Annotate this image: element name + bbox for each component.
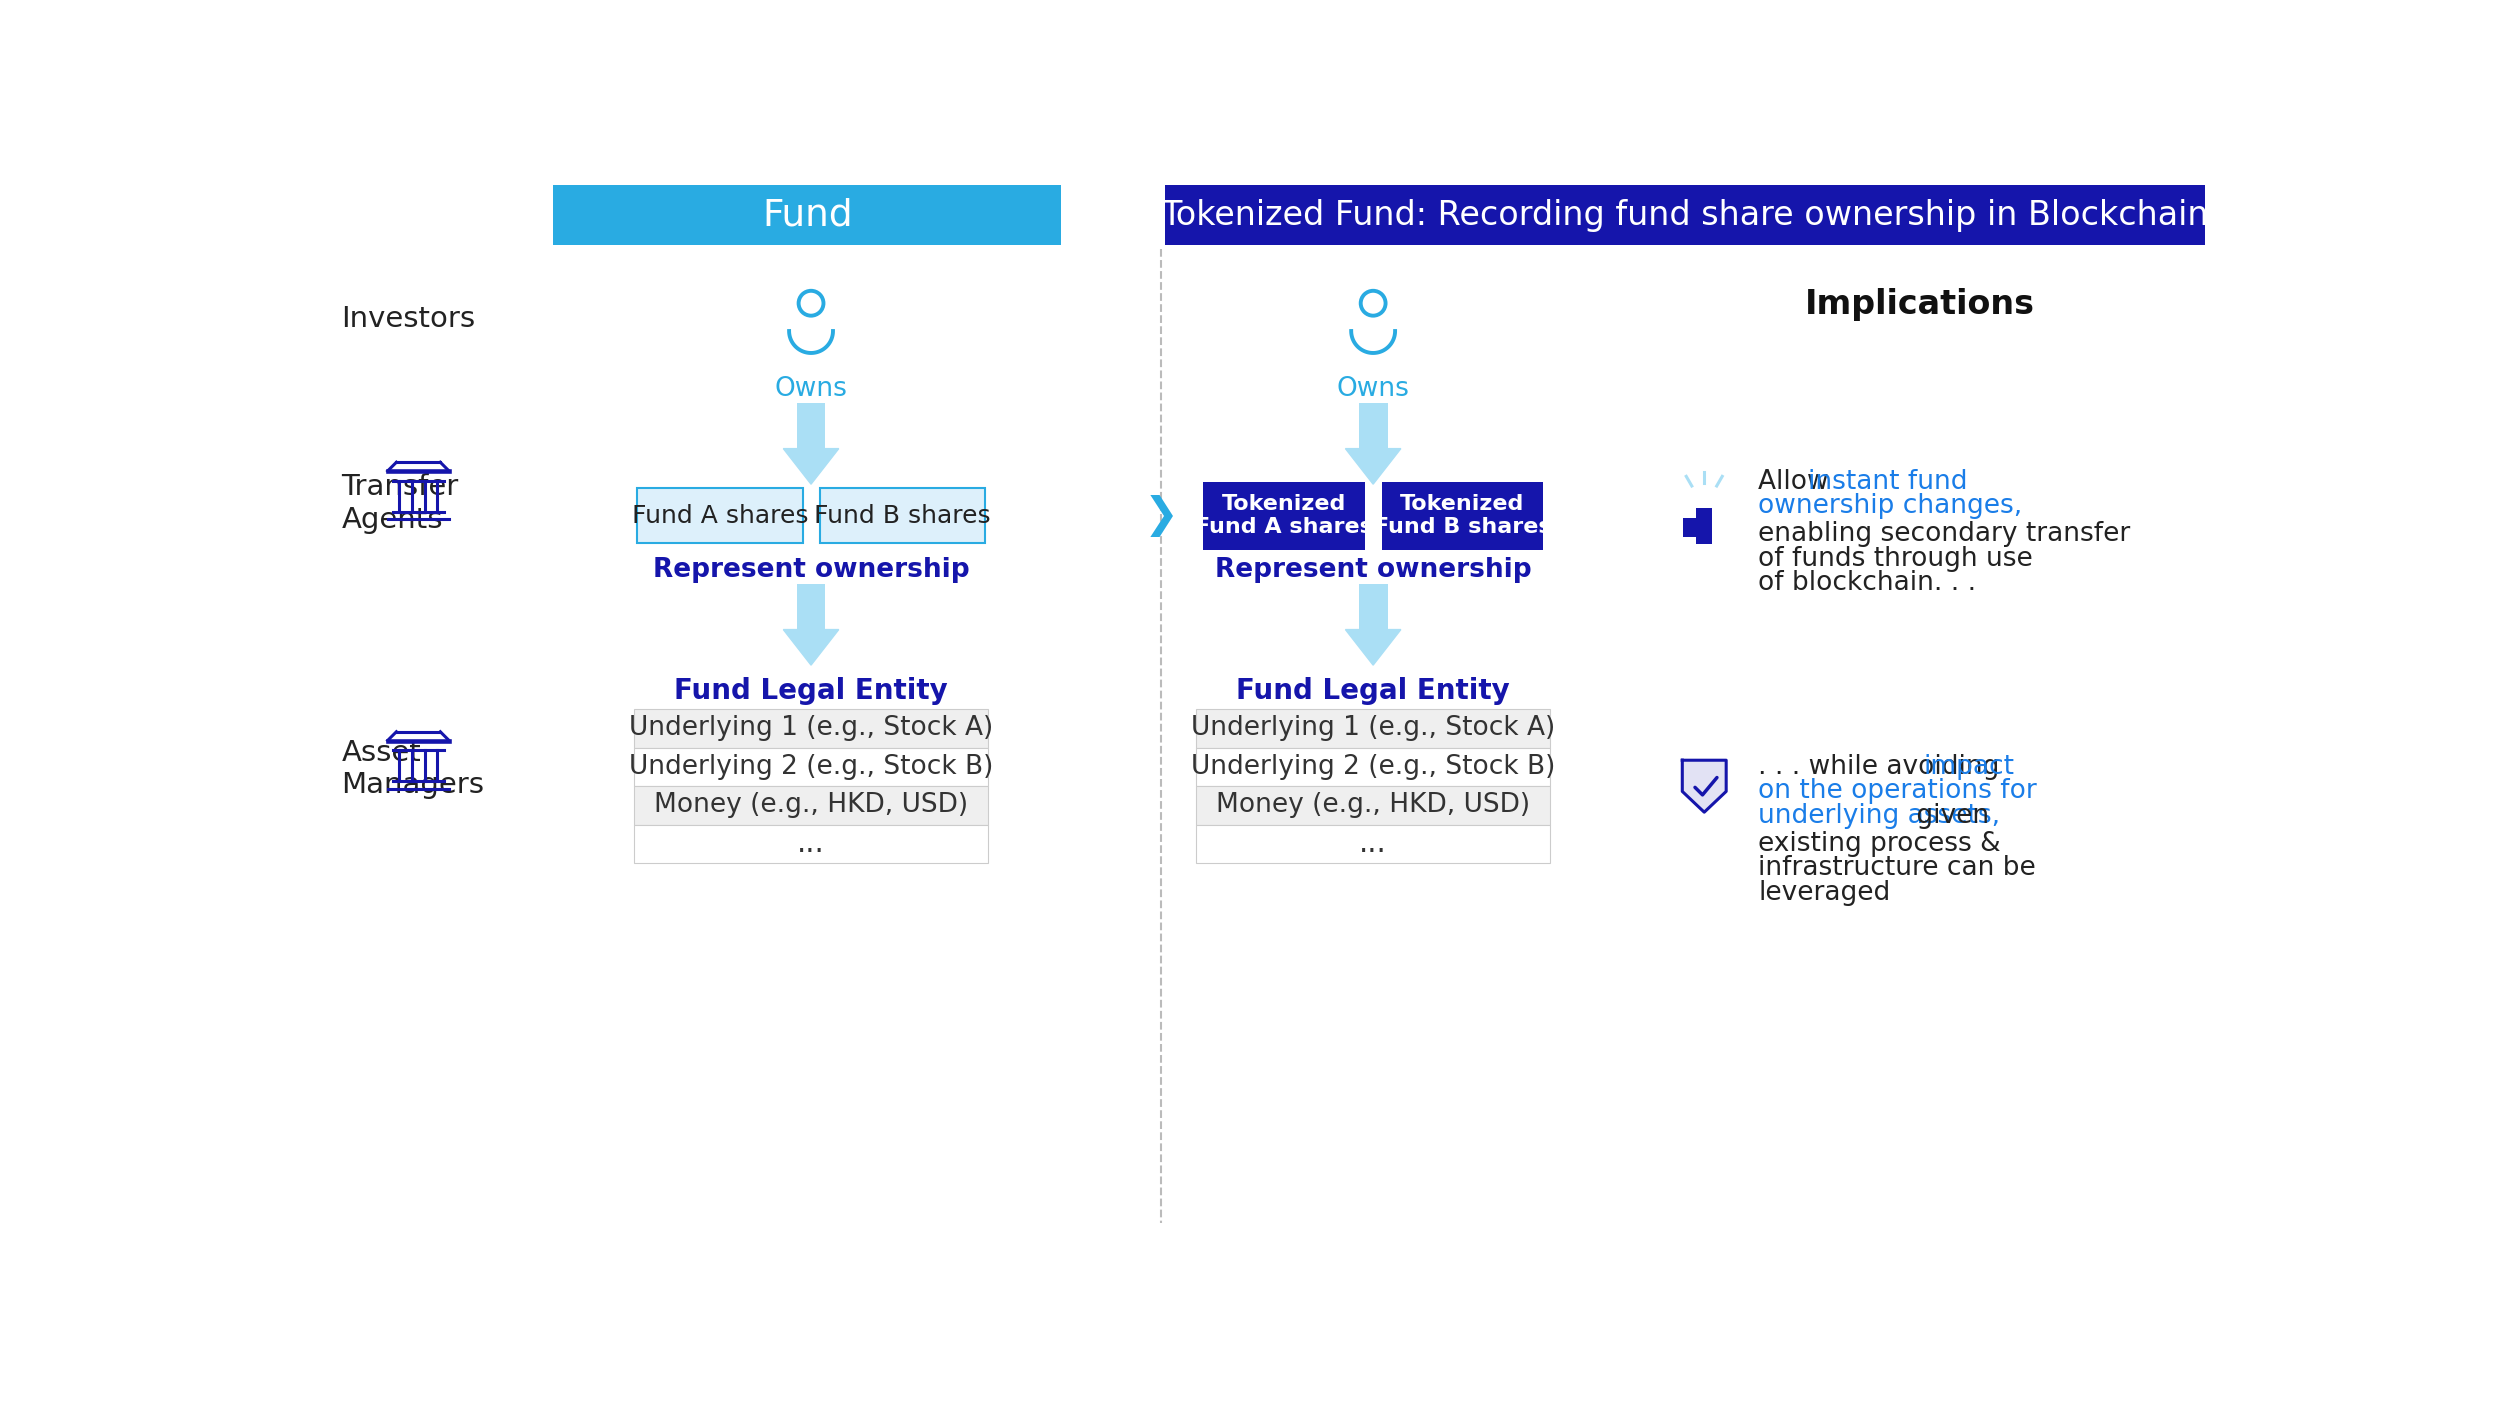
Bar — [1682, 518, 1712, 536]
Text: Represent ownership: Represent ownership — [654, 557, 968, 583]
Bar — [1203, 482, 1365, 549]
Polygon shape — [784, 449, 839, 484]
Bar — [1196, 709, 1550, 747]
Text: Underlying 1 (e.g., Stock A): Underlying 1 (e.g., Stock A) — [629, 715, 993, 741]
Text: ownership changes,: ownership changes, — [1757, 493, 2022, 519]
Text: Owns: Owns — [1338, 376, 1410, 403]
Text: Allow: Allow — [1757, 469, 1837, 494]
Bar — [819, 489, 986, 543]
Bar — [634, 786, 988, 824]
Bar — [1196, 747, 1550, 786]
Text: Owns: Owns — [774, 376, 849, 403]
Text: leveraged: leveraged — [1757, 880, 1889, 906]
Polygon shape — [1345, 629, 1400, 665]
Text: Underlying 1 (e.g., Stock A): Underlying 1 (e.g., Stock A) — [1191, 715, 1555, 741]
Bar — [634, 709, 988, 747]
Text: enabling secondary transfer: enabling secondary transfer — [1757, 521, 2132, 548]
Bar — [1166, 185, 2204, 246]
Bar — [1358, 584, 1388, 629]
Bar — [1383, 482, 1543, 549]
Bar — [634, 747, 988, 786]
Polygon shape — [1345, 449, 1400, 484]
Text: Fund A shares: Fund A shares — [631, 504, 809, 528]
Text: Implications: Implications — [1805, 288, 2034, 322]
Text: given: given — [1909, 803, 1989, 828]
Text: Fund Legal Entity: Fund Legal Entity — [1236, 677, 1510, 705]
Text: impact: impact — [1924, 754, 2014, 779]
Circle shape — [799, 291, 824, 316]
Circle shape — [1360, 291, 1385, 316]
Bar — [636, 489, 804, 543]
Text: Transfer
Agents: Transfer Agents — [342, 473, 459, 534]
Text: Money (e.g., HKD, USD): Money (e.g., HKD, USD) — [1216, 792, 1530, 819]
Text: Underlying 2 (e.g., Stock B): Underlying 2 (e.g., Stock B) — [1191, 754, 1555, 779]
Polygon shape — [1682, 760, 1727, 812]
Text: Fund B shares: Fund B shares — [814, 504, 991, 528]
Text: Asset
Managers: Asset Managers — [342, 739, 484, 799]
Bar — [1697, 507, 1712, 543]
Text: ...: ... — [796, 830, 824, 858]
Bar — [1196, 786, 1550, 824]
Text: Tokenized
Fund B shares: Tokenized Fund B shares — [1373, 494, 1553, 538]
Bar — [1196, 824, 1550, 863]
Text: Investors: Investors — [342, 305, 474, 333]
Bar — [796, 584, 826, 629]
Text: infrastructure can be: infrastructure can be — [1757, 855, 2037, 882]
Text: Tokenized Fund: Recording fund share ownership in Blockchain: Tokenized Fund: Recording fund share own… — [1161, 199, 2209, 232]
Text: Tokenized
Fund A shares: Tokenized Fund A shares — [1196, 494, 1373, 538]
Text: Underlying 2 (e.g., Stock B): Underlying 2 (e.g., Stock B) — [629, 754, 993, 779]
Polygon shape — [784, 629, 839, 665]
Text: . . . while avoiding: . . . while avoiding — [1757, 754, 2007, 779]
Text: instant fund: instant fund — [1807, 469, 1967, 494]
Text: of blockchain. . .: of blockchain. . . — [1757, 570, 1977, 597]
Text: on the operations for: on the operations for — [1757, 778, 2037, 804]
Text: Fund: Fund — [761, 198, 854, 233]
Bar — [1358, 403, 1388, 449]
Bar — [634, 824, 988, 863]
Bar — [796, 403, 826, 449]
Text: Represent ownership: Represent ownership — [1216, 557, 1533, 583]
Text: of funds through use: of funds through use — [1757, 546, 2032, 571]
Text: Money (e.g., HKD, USD): Money (e.g., HKD, USD) — [654, 792, 968, 819]
Text: ...: ... — [1360, 830, 1388, 858]
Text: Fund Legal Entity: Fund Legal Entity — [674, 677, 948, 705]
Text: underlying assets,: underlying assets, — [1757, 803, 1999, 828]
Bar — [554, 185, 1061, 246]
Text: ❯: ❯ — [1143, 494, 1178, 536]
Text: existing process &: existing process & — [1757, 831, 2002, 856]
